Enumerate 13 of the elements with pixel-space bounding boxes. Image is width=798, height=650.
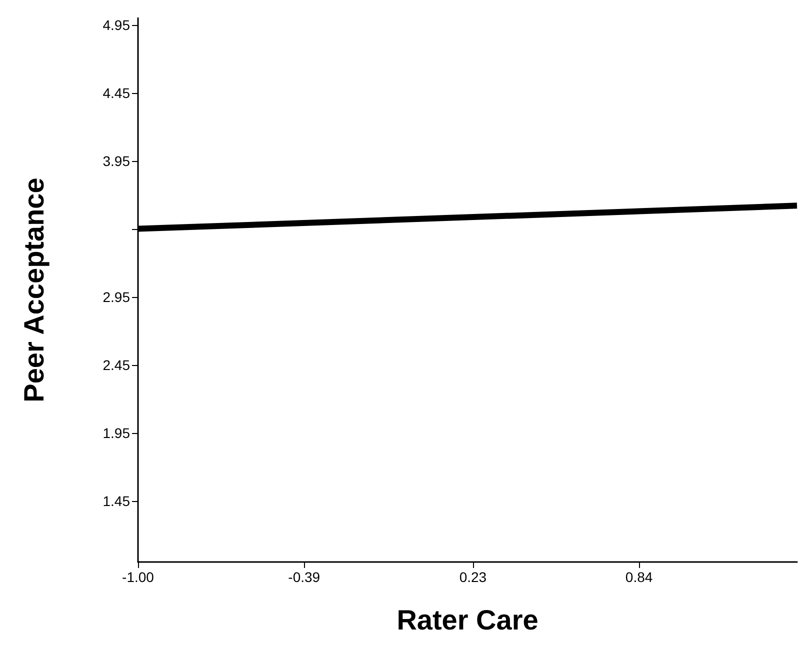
y-tick-label: 2.45 [102,356,130,373]
y-tick-label: 1.95 [102,424,130,441]
y-tick-label: 3.95 [102,152,130,169]
x-axis-title: Rater Care [396,604,538,636]
y-tick-label: 4.45 [102,84,130,101]
x-tick-label: -0.39 [288,569,320,585]
x-tick-label: 0.84 [625,569,653,585]
y-axis-title: Peer Acceptance [18,178,50,402]
y-tick-label: 1.45 [102,492,130,509]
x-tick-label: 0.23 [459,569,487,585]
x-tick-label: -1.00 [122,569,154,585]
y-tick-label: 4.95 [102,16,130,33]
y-tick-label: 2.95 [102,288,130,305]
